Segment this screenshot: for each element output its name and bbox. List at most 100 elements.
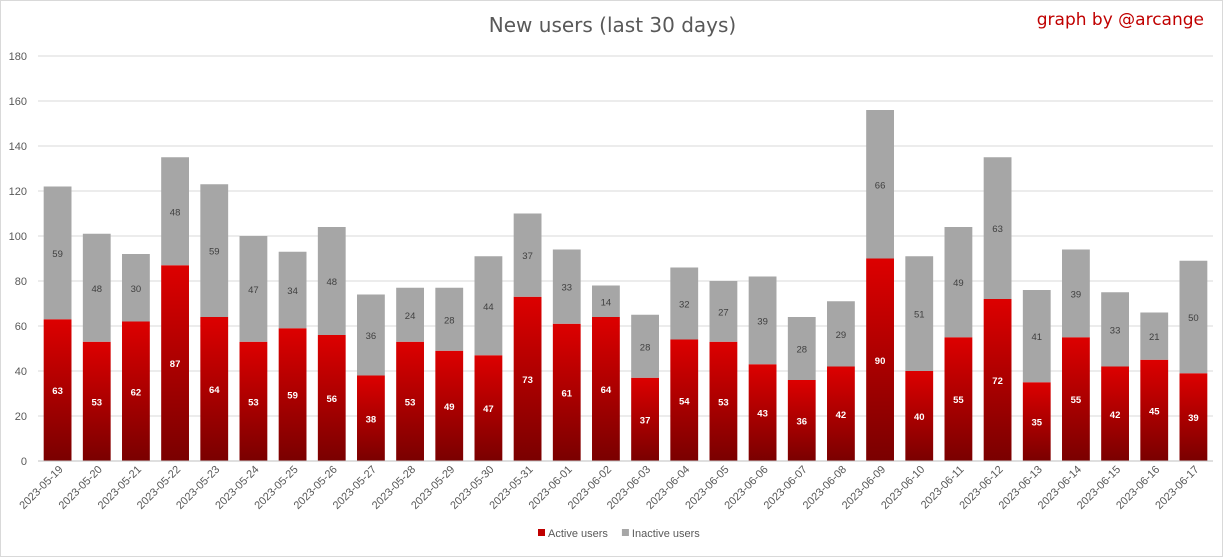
bar-inactive-users	[787, 317, 816, 380]
bar-inactive-users	[513, 213, 542, 297]
data-label-inactive: 51	[914, 310, 925, 321]
bar-active-users	[631, 377, 659, 461]
bar-active-users	[592, 317, 620, 461]
legend-swatch-inactive	[621, 529, 629, 536]
y-tick-label: 100	[9, 231, 27, 243]
data-label-active: 43	[757, 409, 768, 420]
bar-inactive-users	[866, 110, 894, 259]
bar-inactive-users	[435, 287, 464, 351]
bar-active-users	[200, 317, 229, 461]
data-label-inactive: 30	[131, 284, 142, 295]
bar-inactive-users	[122, 254, 150, 322]
data-label-inactive: 21	[1149, 332, 1160, 343]
bar-active-users	[983, 299, 1012, 461]
bar-active-users	[1101, 366, 1129, 461]
bar-active-users	[552, 323, 581, 461]
data-label-inactive: 39	[757, 316, 768, 327]
bar-active-users	[866, 258, 894, 461]
bar-inactive-users	[474, 256, 503, 356]
data-label-inactive: 59	[209, 247, 220, 258]
data-label-inactive: 50	[1188, 313, 1199, 324]
y-tick-label: 140	[9, 141, 27, 153]
data-label-inactive: 41	[1031, 332, 1042, 343]
bar-active-users	[670, 339, 699, 461]
data-label-inactive: 48	[91, 284, 102, 295]
y-tick-label: 160	[9, 96, 27, 108]
data-label-active: 37	[640, 415, 651, 426]
data-label-active: 54	[679, 396, 690, 407]
bar-inactive-users	[670, 267, 699, 340]
data-label-active: 36	[796, 417, 807, 428]
bar-inactive-users	[396, 287, 424, 342]
data-label-inactive: 44	[483, 302, 494, 313]
bar-inactive-users	[709, 281, 738, 342]
data-label-active: 45	[1149, 406, 1160, 417]
data-label-inactive: 33	[561, 283, 572, 294]
bar-inactive-users	[1062, 249, 1090, 338]
data-label-active: 42	[836, 410, 847, 421]
data-label-active: 49	[444, 402, 455, 413]
bar-inactive-users	[239, 236, 268, 342]
data-label-inactive: 39	[1071, 289, 1082, 300]
bar-active-users	[1179, 373, 1208, 461]
bar-active-users	[1140, 359, 1169, 461]
bar-active-users	[944, 337, 973, 461]
data-label-inactive: 24	[405, 311, 416, 322]
bar-inactive-users	[200, 184, 229, 317]
bar-active-users	[317, 335, 346, 461]
data-label-active: 62	[131, 387, 142, 398]
bar-inactive-users	[161, 157, 189, 266]
data-label-inactive: 49	[953, 278, 964, 289]
y-tick-label: 60	[15, 321, 27, 333]
data-label-inactive: 66	[875, 180, 886, 191]
data-label-inactive: 28	[796, 345, 807, 356]
bar-active-users	[513, 296, 542, 461]
data-label-active: 56	[326, 394, 337, 405]
data-label-inactive: 27	[718, 307, 729, 318]
legend-swatch-active	[538, 529, 545, 536]
bar-inactive-users	[1101, 292, 1129, 367]
bar-inactive-users	[552, 249, 581, 324]
data-label-inactive: 48	[326, 277, 337, 288]
bar-inactive-users	[82, 233, 111, 342]
data-label-inactive: 48	[170, 207, 181, 218]
bar-active-users	[474, 355, 503, 461]
data-label-active: 53	[248, 397, 259, 408]
bar-inactive-users	[1022, 290, 1051, 383]
bar-active-users	[161, 265, 189, 461]
bar-active-users	[239, 341, 268, 461]
chart-title: New users (last 30 days)	[488, 13, 737, 37]
bar-inactive-users	[983, 157, 1012, 299]
y-tick-label: 0	[21, 456, 27, 468]
data-label-inactive: 59	[52, 249, 63, 260]
bar-inactive-users	[827, 301, 855, 367]
data-label-active: 64	[209, 385, 220, 396]
legend-label-inactive: Inactive users	[632, 528, 700, 540]
y-tick-label: 40	[15, 366, 27, 378]
data-label-inactive: 63	[992, 224, 1003, 235]
data-label-active: 55	[953, 395, 964, 406]
bar-inactive-users	[278, 251, 307, 329]
bar-active-users	[435, 350, 464, 461]
bar-inactive-users	[748, 276, 777, 365]
data-label-active: 61	[561, 388, 572, 399]
bar-inactive-users	[43, 186, 72, 320]
data-label-active: 38	[366, 414, 377, 425]
data-label-inactive: 28	[444, 315, 455, 326]
data-label-active: 53	[405, 397, 416, 408]
data-label-inactive: 47	[248, 285, 259, 296]
data-label-active: 73	[522, 375, 533, 386]
data-label-active: 55	[1071, 395, 1082, 406]
data-label-active: 72	[992, 376, 1003, 387]
bar-inactive-users	[631, 314, 659, 378]
data-label-inactive: 32	[679, 300, 690, 311]
bar-active-users	[396, 341, 424, 461]
data-label-inactive: 34	[287, 286, 298, 297]
data-label-inactive: 14	[601, 297, 612, 308]
bar-active-users	[43, 319, 72, 461]
bar-inactive-users	[1140, 312, 1169, 360]
y-tick-label: 180	[9, 51, 27, 63]
bar-active-users	[122, 321, 150, 461]
